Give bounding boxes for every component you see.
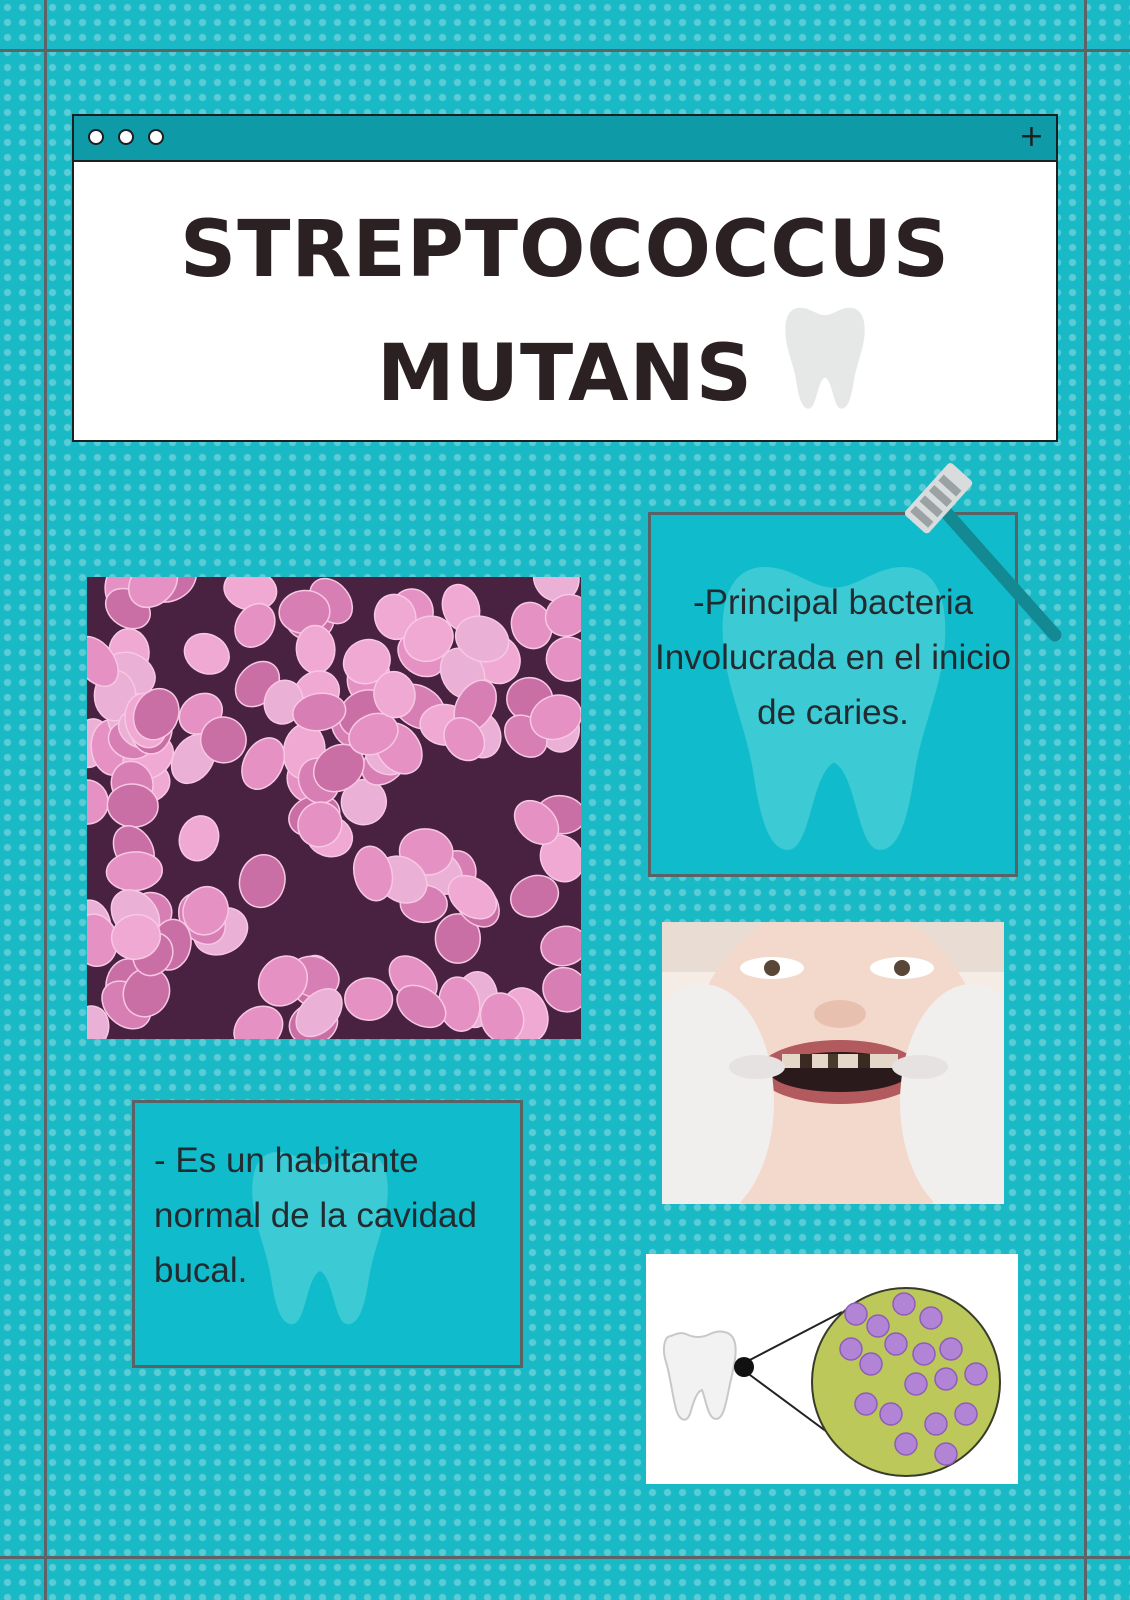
bacteria-cell	[257, 955, 309, 1007]
info-text-caries: -Principal bacteria Involucrada en el in…	[654, 583, 1012, 732]
bacteria-cell	[238, 854, 286, 909]
title-line-2: MUTANS	[377, 329, 753, 419]
diagram-bacteria-cell	[879, 1402, 903, 1426]
bacteria-cell	[87, 1005, 110, 1039]
info-box-habitant: - Es un habitante normal de la cavidad b…	[132, 1100, 523, 1368]
info-box-caries: -Principal bacteria Involucrada en el in…	[648, 512, 1018, 877]
diagram-bacteria-cell	[954, 1402, 978, 1426]
bacteria-cell	[295, 988, 343, 1038]
window-dot-icon	[148, 129, 164, 145]
diagram-bacteria-cell	[912, 1342, 936, 1366]
diagram-bacteria-cell	[884, 1332, 908, 1356]
bacteria-cell	[373, 670, 416, 719]
diagram-bacteria-cell	[854, 1392, 878, 1416]
title-window: + STREPTOCOCCUS MUTANS	[72, 114, 1058, 442]
bacteria-cell	[544, 593, 581, 637]
bacteria-cell	[233, 1005, 284, 1039]
bacteria-microscope-image	[87, 577, 581, 1039]
diagram-bacteria-cell	[939, 1337, 963, 1361]
bacteria-cell	[348, 712, 399, 756]
toothbrush-icon	[905, 463, 1062, 642]
bacteria-cell	[183, 632, 230, 675]
frame-line-right	[1084, 0, 1087, 1600]
diagram-bacteria-cell	[934, 1367, 958, 1391]
title-line-1: STREPTOCOCCUS	[180, 205, 950, 295]
bacteria-cell	[182, 885, 229, 936]
bacteria-cell	[454, 615, 510, 663]
diagram-bacteria-cell	[904, 1372, 928, 1396]
bacteria-cell	[352, 845, 394, 902]
bacteria-cell	[234, 602, 276, 648]
window-dot-icon	[88, 129, 104, 145]
diagram-bacteria-cell	[919, 1306, 943, 1330]
diagram-bacteria-cell	[924, 1412, 948, 1436]
frame-line-left	[44, 0, 47, 1600]
frame-line-top	[0, 49, 1130, 52]
bacteria-cell	[434, 913, 481, 964]
tooth-icon	[785, 307, 865, 409]
bacteria-cell	[443, 717, 486, 762]
info-text-habitant: - Es un habitante normal de la cavidad b…	[154, 1141, 477, 1290]
diagram-bacteria-cell	[964, 1362, 988, 1386]
bacteria-cell	[545, 636, 581, 682]
diagram-bacteria-cell	[839, 1337, 863, 1361]
plus-icon: +	[1018, 119, 1044, 154]
title-window-bar: +	[74, 116, 1056, 162]
bacteria-cell	[292, 692, 347, 732]
bacteria-cell	[241, 737, 286, 790]
tooth-icon	[252, 1152, 388, 1325]
bacteria-cell	[127, 577, 179, 609]
tooth-bacteria-diagram	[646, 1254, 1018, 1484]
tooth-icon	[722, 567, 946, 850]
page-title: STREPTOCOCCUS MUTANS	[74, 188, 1056, 436]
bacteria-cell	[403, 615, 454, 663]
bacteria-cell	[447, 874, 498, 920]
diagram-bacteria-cell	[844, 1302, 868, 1326]
bacteria-cell	[542, 966, 581, 1013]
window-dot-icon	[118, 129, 134, 145]
bacteria-cell	[87, 635, 119, 688]
bacteria-cell	[513, 799, 560, 846]
diagram-bacteria-cell	[934, 1442, 958, 1466]
bacteria-cell	[510, 874, 560, 918]
bacteria-cell	[529, 694, 581, 741]
bacteria-cell	[479, 992, 525, 1039]
bacteria-cell	[344, 977, 394, 1021]
bacteria-cell	[110, 913, 161, 960]
diagram-bacteria-cell	[892, 1292, 916, 1316]
frame-line-bottom	[0, 1556, 1130, 1559]
diagram-bacteria-cell	[859, 1352, 883, 1376]
diagram-bacteria-cell	[894, 1432, 918, 1456]
bacteria-cell	[540, 925, 581, 967]
bacteria-cell	[178, 815, 220, 862]
bacteria-cell	[199, 716, 247, 764]
diagram-bacteria-cell	[866, 1314, 890, 1338]
bacteria-cell	[297, 801, 343, 848]
bacteria-cell	[396, 984, 447, 1029]
child-caries-photo	[662, 922, 1004, 1204]
bacteria-cell	[132, 687, 180, 741]
